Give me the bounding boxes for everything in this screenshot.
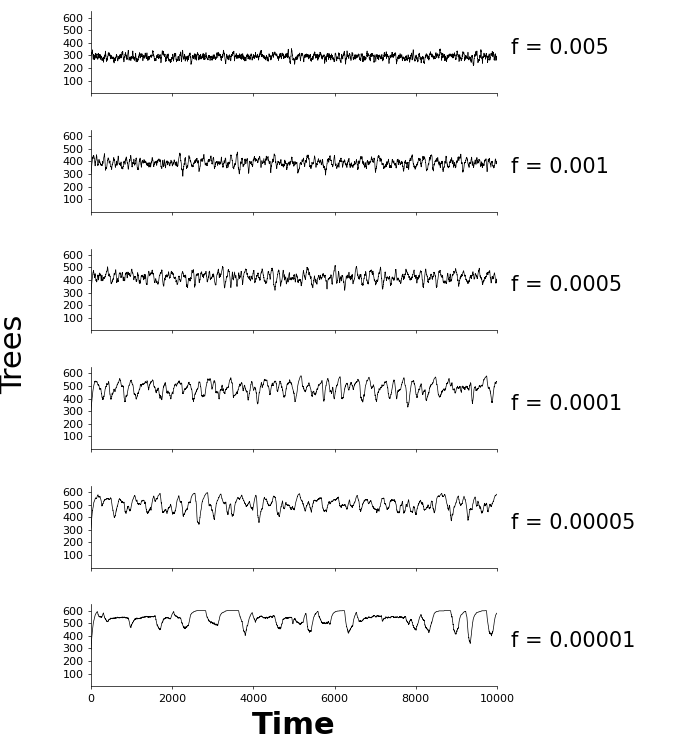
Text: f = 0.005: f = 0.005: [511, 38, 609, 58]
Text: Trees: Trees: [0, 314, 29, 394]
Text: f = 0.00005: f = 0.00005: [511, 513, 636, 532]
Text: f = 0.001: f = 0.001: [511, 157, 609, 176]
Text: f = 0.00001: f = 0.00001: [511, 631, 636, 651]
Text: f = 0.0001: f = 0.0001: [511, 394, 622, 414]
Text: f = 0.0005: f = 0.0005: [511, 275, 622, 296]
Text: Time: Time: [252, 712, 336, 740]
